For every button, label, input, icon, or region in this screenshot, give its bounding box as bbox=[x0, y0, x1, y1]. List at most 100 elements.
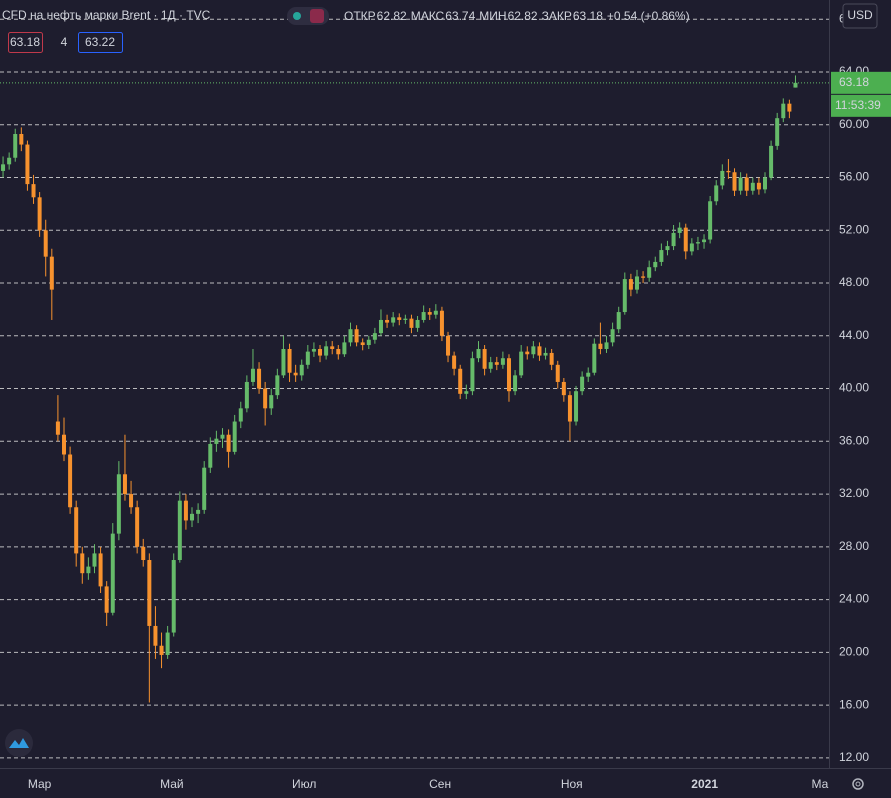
candle-body bbox=[592, 343, 597, 373]
legend-label: ОТКР bbox=[344, 9, 376, 23]
y-tick-label: 52.00 bbox=[839, 222, 869, 236]
x-tick-label: Ноя bbox=[561, 777, 583, 791]
legend-label: ЗАКР bbox=[542, 9, 572, 23]
legend-value: 62.82 bbox=[377, 9, 407, 23]
x-tick-label: Ма bbox=[811, 777, 828, 791]
candle-body bbox=[665, 246, 670, 251]
y-tick-label: 56.00 bbox=[839, 170, 869, 184]
y-tick-label: 24.00 bbox=[839, 592, 869, 606]
candle-body bbox=[732, 172, 737, 191]
candle-body bbox=[793, 82, 798, 88]
last-price-box bbox=[831, 71, 891, 94]
candle-body bbox=[464, 391, 469, 394]
candle-body bbox=[153, 625, 158, 646]
candle-body bbox=[634, 276, 639, 290]
candle-body bbox=[781, 103, 786, 119]
bid-box[interactable] bbox=[8, 32, 43, 53]
legend-value: 63.18 bbox=[573, 9, 603, 23]
candle-body bbox=[62, 434, 67, 455]
toggle-dot bbox=[310, 9, 324, 23]
currency-button[interactable] bbox=[842, 3, 878, 29]
candle-body bbox=[74, 507, 79, 554]
legend-value: 62.82 bbox=[508, 9, 538, 23]
candle-body bbox=[622, 279, 627, 313]
y-tick-label: 60.00 bbox=[839, 117, 869, 131]
candle-body bbox=[141, 546, 146, 561]
y-tick-label: 36.00 bbox=[839, 433, 869, 447]
candle-body bbox=[171, 560, 176, 633]
candle-body bbox=[348, 329, 353, 343]
candle-body bbox=[513, 375, 518, 392]
ask-price: 63.22 bbox=[85, 35, 115, 49]
candle-body bbox=[250, 368, 255, 382]
candle-body bbox=[531, 346, 536, 355]
candle-body bbox=[567, 395, 572, 422]
candle-body bbox=[214, 438, 219, 444]
y-tick-label: 12.00 bbox=[839, 750, 869, 764]
toggle-dot bbox=[293, 12, 301, 20]
candle-body bbox=[7, 157, 12, 165]
candle-body bbox=[647, 267, 652, 278]
candle-body bbox=[586, 372, 591, 377]
candle-body bbox=[86, 566, 91, 574]
candle-body bbox=[287, 348, 292, 373]
candle-body bbox=[482, 348, 487, 369]
candle-body bbox=[787, 103, 792, 112]
candle-body bbox=[122, 474, 127, 495]
candle-body bbox=[427, 312, 432, 315]
candle-body bbox=[311, 348, 316, 352]
candle-body bbox=[561, 381, 566, 396]
candle-body bbox=[196, 509, 201, 514]
last-price-label: 63.18 bbox=[839, 75, 869, 89]
tv-logo[interactable] bbox=[5, 729, 33, 757]
spread: 4 bbox=[61, 35, 68, 49]
candle-body bbox=[159, 645, 164, 655]
ask-box[interactable] bbox=[78, 32, 123, 53]
candle-body bbox=[628, 279, 633, 290]
candle-body bbox=[55, 421, 60, 435]
candle-body bbox=[293, 372, 298, 376]
candle-body bbox=[19, 134, 24, 145]
candle-body bbox=[677, 227, 682, 233]
candle-body bbox=[476, 348, 481, 359]
candle-body bbox=[281, 348, 286, 376]
candle-body bbox=[244, 381, 249, 409]
candle-body bbox=[695, 242, 700, 244]
candle-body bbox=[702, 239, 707, 243]
candle-body bbox=[762, 177, 767, 190]
countdown-label: 11:53:39 bbox=[835, 98, 881, 112]
candle-body bbox=[129, 494, 134, 508]
candle-body bbox=[257, 368, 262, 389]
y-tick-label: 48.00 bbox=[839, 275, 869, 289]
candle-body bbox=[616, 312, 621, 330]
candle-body bbox=[446, 335, 451, 356]
candle-body bbox=[580, 376, 585, 392]
candle-body bbox=[202, 467, 207, 510]
candle-body bbox=[342, 342, 347, 355]
header: CFD на нефть марки Brent · 1Д · TVC 63.1… bbox=[2, 7, 690, 53]
countdown-box bbox=[831, 94, 891, 117]
x-tick-label: Май bbox=[160, 777, 184, 791]
candle-body bbox=[689, 243, 694, 252]
candle-body bbox=[598, 343, 603, 349]
x-tick-label: 2021 bbox=[691, 777, 718, 791]
candle-body bbox=[750, 182, 755, 191]
candle-body bbox=[415, 319, 420, 328]
candle-body bbox=[238, 408, 243, 422]
candle-body bbox=[92, 553, 97, 567]
y-tick-label: 28.00 bbox=[839, 539, 869, 553]
candle-body bbox=[708, 201, 713, 240]
candle-body bbox=[458, 368, 463, 394]
candle-body bbox=[275, 375, 280, 396]
candle-body bbox=[543, 352, 548, 356]
candle-body bbox=[147, 560, 152, 626]
candle-body bbox=[506, 358, 511, 392]
candle-body bbox=[13, 134, 18, 158]
candle-body bbox=[720, 170, 725, 186]
candle-body bbox=[500, 358, 505, 365]
candle-body bbox=[183, 500, 188, 521]
candle-body bbox=[324, 346, 329, 356]
settings-icon[interactable] bbox=[852, 778, 864, 790]
